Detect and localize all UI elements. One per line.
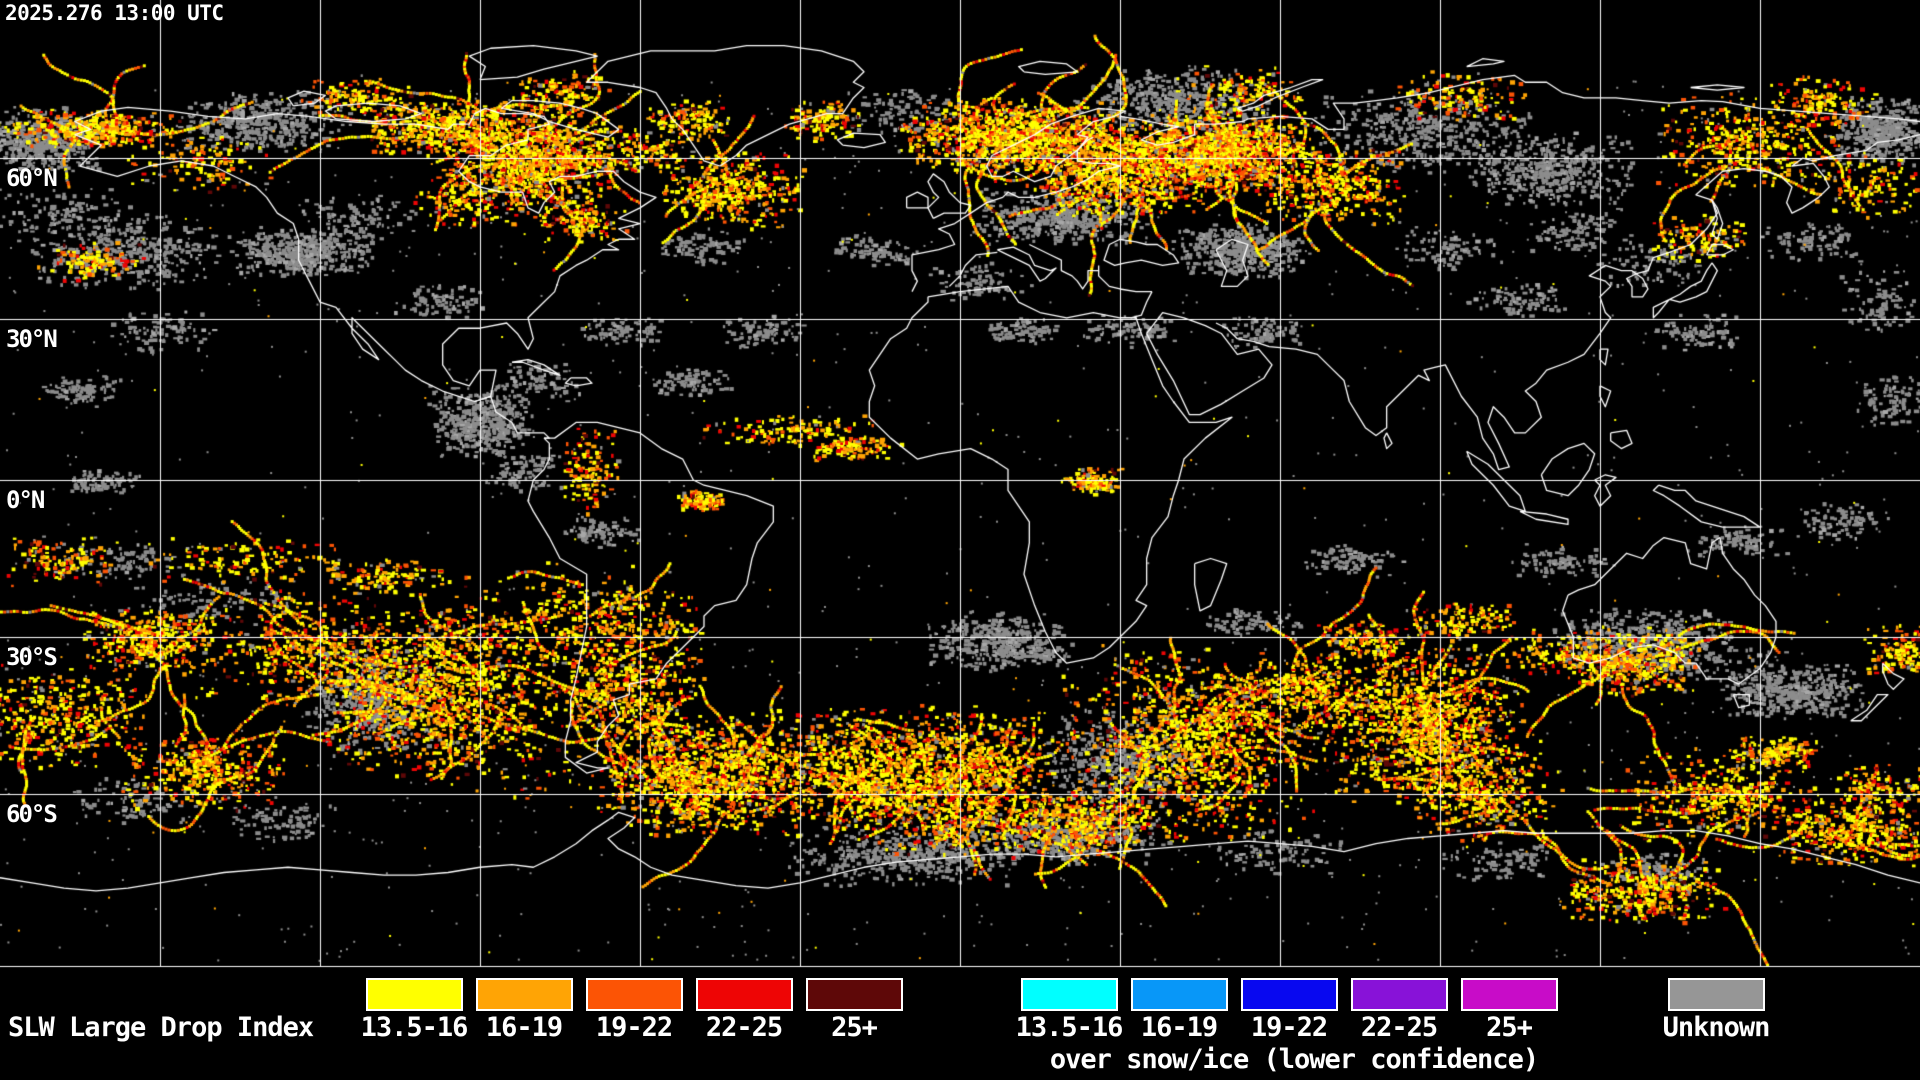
legend-standard-label: 16-19 (485, 1012, 563, 1043)
legend-title: SLW Large Drop Index (8, 1012, 314, 1043)
legend-unknown-label: Unknown (1662, 1012, 1771, 1043)
legend-snowice-label: 22-25 (1360, 1012, 1438, 1043)
latitude-label: 30°N (6, 325, 58, 353)
timestamp: 2025.276 13:00 UTC (5, 1, 224, 25)
legend-snowice-swatch (1131, 978, 1228, 1011)
legend-snowice-swatch (1021, 978, 1118, 1011)
legend-standard-label: 19-22 (595, 1012, 673, 1043)
legend-standard-swatch (476, 978, 573, 1011)
latitude-label: 0°N (6, 486, 45, 514)
legend-standard-label: 22-25 (705, 1012, 783, 1043)
latitude-label: 60°N (6, 164, 58, 192)
legend-standard-swatch (696, 978, 793, 1011)
legend-snowice-swatch (1461, 978, 1558, 1011)
legend-standard-label: 25+ (831, 1012, 878, 1043)
legend-unknown-swatch (1668, 978, 1765, 1011)
latitude-label: 30°S (6, 643, 58, 671)
legend-snowice-swatch (1351, 978, 1448, 1011)
legend-snowice-label: 19-22 (1250, 1012, 1328, 1043)
legend-snowice-swatch (1241, 978, 1338, 1011)
legend-standard-swatch (806, 978, 903, 1011)
legend-snowice-label: 25+ (1486, 1012, 1533, 1043)
legend-standard-label: 13.5-16 (360, 1012, 469, 1043)
legend-standard-swatch (366, 978, 463, 1011)
legend-snowice-caption: over snow/ice (lower confidence) (1049, 1044, 1539, 1075)
world-map-canvas (0, 0, 1920, 968)
legend-snowice-label: 13.5-16 (1015, 1012, 1124, 1043)
latitude-label: 60°S (6, 800, 58, 828)
legend-snowice-label: 16-19 (1140, 1012, 1218, 1043)
legend-standard-swatch (586, 978, 683, 1011)
